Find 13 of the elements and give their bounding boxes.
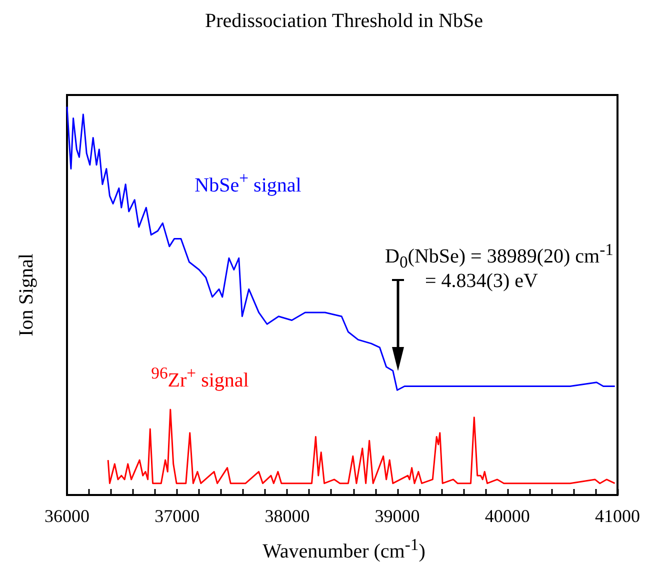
annotation: D$_{0}$(NbSe) = 38989(20) cm$^{-1}$ [385, 240, 614, 272]
x-tick-label: 40000 [484, 506, 530, 526]
x-tick-label: 37000 [154, 506, 200, 526]
x-tick-label: 36000 [44, 506, 90, 526]
y-axis-title: Ion Signal [16, 254, 38, 336]
x-tick-label: 41000 [595, 506, 640, 526]
chart-title: Predissociation Threshold in NbSe [205, 10, 483, 33]
text: NbSe$^{+}$ signal [194, 168, 302, 198]
annotation: = 4.834(3) eV [425, 270, 538, 293]
series-label: $^{96}$Zr$^{+}$ signal [151, 364, 249, 392]
x-tick-label: 39000 [374, 506, 420, 526]
x-axis-title: Wavenumber (cm$^{-1}$) [262, 535, 426, 564]
x-tick-label: 38000 [264, 506, 310, 526]
